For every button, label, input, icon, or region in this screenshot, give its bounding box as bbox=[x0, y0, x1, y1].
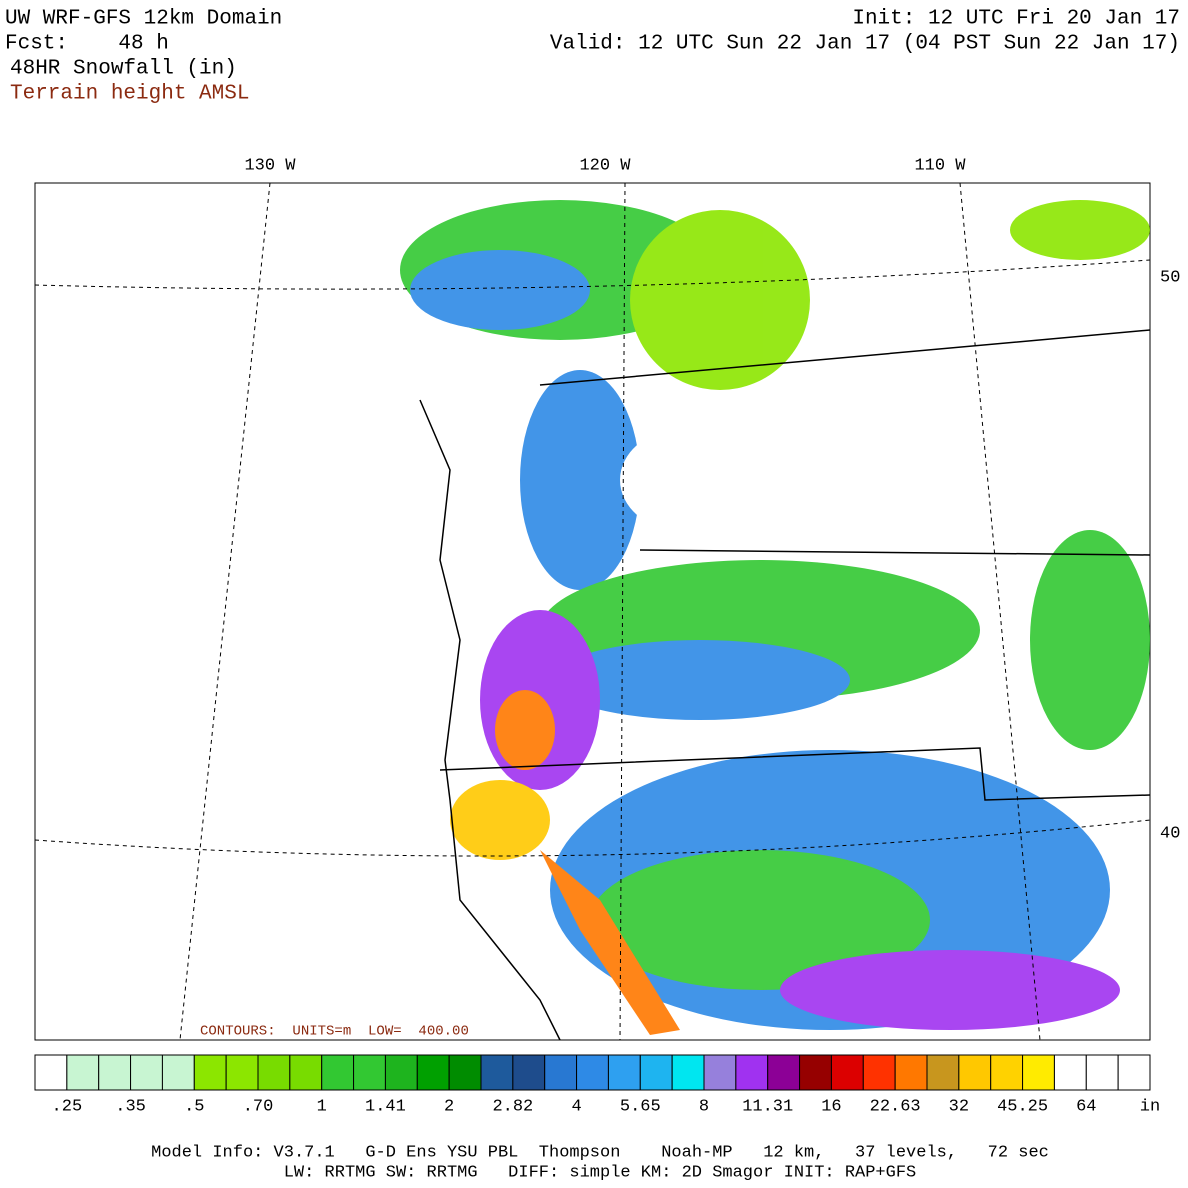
color-box bbox=[639, 1054, 673, 1091]
colorbar-label: 1.41 bbox=[365, 1097, 406, 1116]
lon-label: 120 W bbox=[579, 156, 631, 175]
color-box bbox=[193, 1054, 227, 1091]
color-box bbox=[862, 1054, 896, 1091]
color-box bbox=[1022, 1054, 1055, 1091]
colorbar-label: 5.65 bbox=[620, 1097, 661, 1116]
color-box bbox=[958, 1054, 992, 1091]
color-box bbox=[735, 1054, 769, 1091]
colorbar-unit: in bbox=[1140, 1097, 1160, 1116]
color-box bbox=[894, 1054, 928, 1091]
lat-label: 50 bbox=[1160, 268, 1180, 287]
color-box bbox=[1117, 1054, 1151, 1091]
color-box bbox=[98, 1054, 132, 1091]
color-box bbox=[353, 1054, 386, 1091]
colorbar-label: 22.63 bbox=[870, 1097, 921, 1116]
lon-label: 130 W bbox=[244, 156, 296, 175]
color-box bbox=[448, 1054, 482, 1091]
overlay: Terrain height AMSL bbox=[10, 83, 249, 106]
colorbar-label: 2.82 bbox=[492, 1097, 533, 1116]
color-box bbox=[767, 1054, 801, 1091]
color-box bbox=[703, 1054, 737, 1091]
footer-line: LW: RRTMG SW: RRTMG DIFF: simple KM: 2D … bbox=[284, 1163, 917, 1182]
color-box bbox=[576, 1054, 609, 1091]
colorbar-label: .70 bbox=[243, 1097, 274, 1116]
color-box bbox=[671, 1054, 705, 1091]
colorbar-label: 4 bbox=[571, 1097, 581, 1116]
color-box bbox=[1053, 1054, 1087, 1091]
footer-line: Model Info: V3.7.1 G-D Ens YSU PBL Thomp… bbox=[151, 1143, 1049, 1162]
lon-label: 110 W bbox=[914, 156, 966, 175]
colorbar-label: 32 bbox=[949, 1097, 969, 1116]
color-box bbox=[225, 1054, 259, 1091]
color-box bbox=[799, 1054, 832, 1091]
colorbar-label: 45.25 bbox=[997, 1097, 1048, 1116]
colorbar-label: .25 bbox=[52, 1097, 83, 1116]
colorbar-label: 8 bbox=[699, 1097, 709, 1116]
forecast: Fcst: 48 h bbox=[5, 33, 169, 56]
coastline bbox=[419, 399, 561, 1041]
colorbar-label: 16 bbox=[821, 1097, 841, 1116]
init: Init: 12 UTC Fri 20 Jan 17 bbox=[852, 8, 1180, 31]
colorbar-label: 1 bbox=[317, 1097, 327, 1116]
graticule bbox=[34, 182, 1151, 1041]
color-box bbox=[34, 1054, 68, 1091]
color-box bbox=[161, 1054, 195, 1091]
color-box bbox=[480, 1054, 514, 1091]
color-box bbox=[990, 1054, 1024, 1091]
color-box bbox=[512, 1054, 546, 1091]
color-box bbox=[257, 1054, 291, 1091]
color-box bbox=[607, 1054, 641, 1091]
color-box bbox=[130, 1054, 163, 1091]
borders bbox=[439, 329, 1151, 801]
contour-note: CONTOURS: UNITS=m LOW= 400.00 bbox=[200, 1024, 469, 1040]
color-box bbox=[321, 1054, 355, 1091]
color-box bbox=[384, 1054, 418, 1091]
colorbar-label: 64 bbox=[1076, 1097, 1096, 1116]
colorbar-label: 2 bbox=[444, 1097, 454, 1116]
color-box bbox=[66, 1054, 100, 1091]
title: UW WRF-GFS 12km Domain bbox=[5, 8, 282, 31]
colorbar-label: 11.31 bbox=[742, 1097, 793, 1116]
color-box bbox=[1085, 1054, 1119, 1091]
color-box bbox=[544, 1054, 578, 1091]
valid: Valid: 12 UTC Sun 22 Jan 17 (04 PST Sun … bbox=[550, 33, 1180, 56]
snow-fields bbox=[400, 200, 1150, 1035]
field: 48HR Snowfall (in) bbox=[10, 58, 237, 81]
color-box bbox=[416, 1054, 450, 1091]
colorbar: .25 .35 .5 .70 1 1.41 2 2.82 4 5.65 8 11.31 16 22.63 3… bbox=[34, 1054, 1160, 1116]
colorbar-label: .35 bbox=[115, 1097, 146, 1116]
colorbar-label: .5 bbox=[184, 1097, 204, 1116]
color-box bbox=[830, 1054, 864, 1091]
lat-label: 40 bbox=[1160, 824, 1180, 843]
color-box bbox=[289, 1054, 323, 1091]
map: 130 W 120 W 110 W 50 40 CONTOURS: UNITS=… bbox=[34, 156, 1180, 1041]
color-box bbox=[926, 1054, 960, 1091]
